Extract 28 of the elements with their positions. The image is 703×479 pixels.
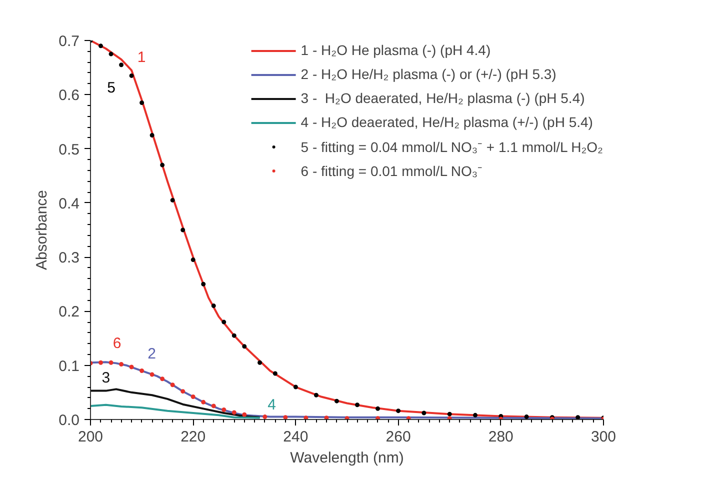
x-tick-label: 200 bbox=[78, 428, 104, 446]
y-tick-label: 0.5 bbox=[58, 141, 80, 158]
x-tick-label: 260 bbox=[386, 428, 411, 446]
legend-label: 1 - H₂O He plasma (-) (pH 4.4) bbox=[300, 41, 491, 60]
x-tick-label: 220 bbox=[180, 428, 206, 446]
y-tick-label: 0.3 bbox=[58, 250, 80, 267]
y-axis-title: Absorbance bbox=[34, 190, 51, 270]
x-tick-label: 300 bbox=[590, 428, 616, 446]
x-tick-label: 280 bbox=[488, 428, 514, 446]
y-tick-label: 0.0 bbox=[58, 412, 80, 429]
legend-label: 4 - H₂O deaerated, He/H₂ plasma (+/-) (pH 5.4) bbox=[300, 113, 593, 132]
annotation: 6 bbox=[112, 335, 122, 352]
legend-label: 6 - fitting = 0.01 mmol/L NO₃⁻ bbox=[300, 162, 483, 180]
y-tick-label: 0.4 bbox=[58, 195, 80, 212]
y-tick-label: 0.6 bbox=[58, 87, 80, 104]
y-tick-label: 0.7 bbox=[58, 33, 80, 50]
x-tick-label: 240 bbox=[283, 428, 308, 446]
y-tick-label: 0.2 bbox=[58, 304, 80, 321]
annotation: 2 bbox=[148, 345, 156, 362]
annotation: 4 bbox=[268, 396, 276, 414]
annotation: 5 bbox=[107, 79, 116, 96]
legend-label: 2 - H₂O He/H₂ plasma (-) or (+/-) (pH 5.3) bbox=[300, 65, 556, 84]
x-axis-title: Wavelength (nm) bbox=[290, 450, 404, 466]
annotation: 1 bbox=[137, 48, 146, 66]
legend-label: 3 - H₂O deaerated, He/H₂ plasma (-) (pH 5.4) bbox=[300, 89, 585, 108]
annotation: 3 bbox=[102, 369, 110, 386]
y-tick-label: 0.1 bbox=[58, 358, 80, 375]
legend-label: 5 - fitting = 0.04 mmol/L NO₃⁻ + 1.1 mmol/L H₂O₂ bbox=[300, 138, 603, 156]
